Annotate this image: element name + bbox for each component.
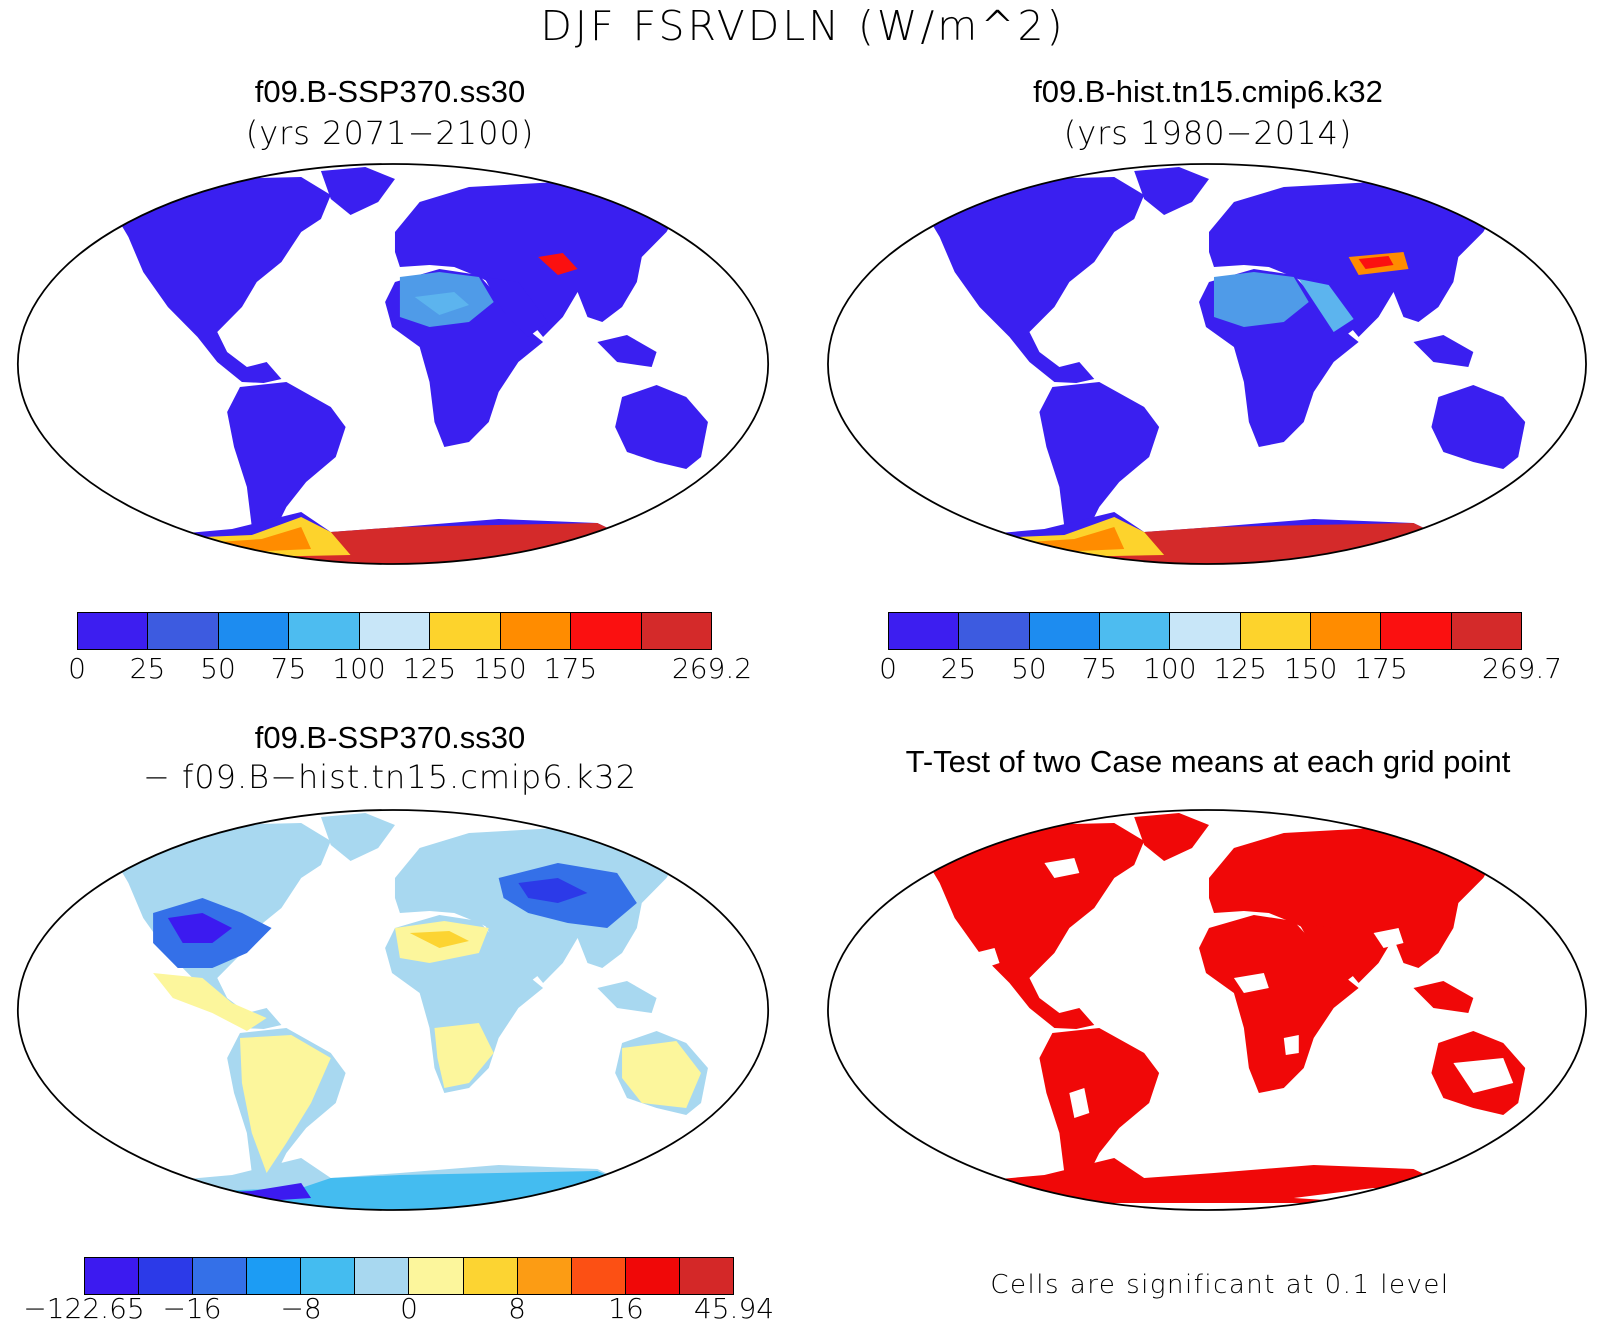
colorbar-box [1451,613,1521,649]
colorbar-label: 125 [1213,652,1267,685]
main-title: DJF FSRVDLN (W/m^2) [540,2,1066,50]
colorbar-label: −122.65 [23,1292,145,1325]
panel-2-title: f09.B-hist.tn15.cmip6.k32 [1033,74,1383,109]
colorbar-box [625,1258,680,1294]
colorbar-label: 16 [608,1292,644,1325]
panel-1-title: f09.B-SSP370.ss30 [254,74,526,109]
colorbar-label: 25 [940,652,977,685]
panel-2-subtitle: (yrs 1980−2014) [1063,114,1353,152]
colorbar-label: 50 [1011,652,1047,685]
colorbar-label: −16 [162,1292,222,1325]
panel-1-map [5,157,781,571]
colorbar-box [641,613,711,649]
colorbar-box [78,613,149,649]
colorbar-label: −8 [280,1292,322,1325]
colorbar-box [430,613,501,649]
colorbar-box [289,613,360,649]
colorbar-label: 25 [129,652,166,685]
colorbar-label: 269.2 [671,652,753,685]
colorbar-box [193,1258,248,1294]
colorbar-box [571,1258,626,1294]
colorbar-box [571,613,642,649]
colorbar-box [1099,613,1171,649]
colorbar-label: 0 [879,652,897,685]
colorbar-box [355,1258,410,1294]
panel-2-colorbar [888,612,1522,650]
panel-3-title: f09.B-SSP370.ss30 [254,720,526,755]
colorbar-box [679,1258,733,1294]
colorbar-label: 125 [402,652,457,685]
colorbar-box [500,613,572,649]
colorbar-box [1240,613,1311,649]
panel-2-map [815,157,1599,571]
colorbar-box [85,1258,140,1294]
colorbar-box [247,1258,302,1294]
colorbar-label: 100 [332,652,386,685]
panel-1-subtitle: (yrs 2071−2100) [245,114,535,152]
colorbar-box [359,613,431,649]
panel-3-colorbar [84,1257,734,1295]
colorbar-label: 100 [1143,652,1197,685]
colorbar-box [959,613,1030,649]
colorbar-label: 50 [200,652,236,685]
panel-4-map [815,803,1599,1217]
panel-3-map [5,803,781,1217]
colorbar-box [1381,613,1452,649]
colorbar-label: 8 [508,1292,526,1325]
panel-3-subtitle: − f09.B−hist.tn15.cmip6.k32 [143,758,637,796]
colorbar-box [148,613,219,649]
panel-1-colorbar [77,612,712,650]
panel-4-footnote: Cells are significant at 0.1 level [990,1270,1450,1300]
colorbar-box [139,1258,194,1294]
colorbar-box [889,613,960,649]
colorbar-label: 269.7 [1481,652,1563,685]
colorbar-label: 0 [400,1292,418,1325]
colorbar-box [463,1258,518,1294]
colorbar-label: 0 [68,652,86,685]
colorbar-box [218,613,290,649]
colorbar-label: 75 [1081,652,1118,685]
colorbar-box [409,1258,464,1294]
colorbar-label: 175 [543,652,598,685]
colorbar-box [301,1258,356,1294]
colorbar-box [1310,613,1382,649]
colorbar-label: 175 [1354,652,1408,685]
colorbar-label: 75 [270,652,307,685]
colorbar-box [1170,613,1241,649]
colorbar-label: 45.94 [693,1292,775,1325]
panel-4-title: T-Test of two Case means at each grid po… [905,744,1511,779]
colorbar-box [517,1258,572,1294]
colorbar-label: 150 [1283,652,1338,685]
colorbar-box [1029,613,1100,649]
colorbar-label: 150 [473,652,527,685]
